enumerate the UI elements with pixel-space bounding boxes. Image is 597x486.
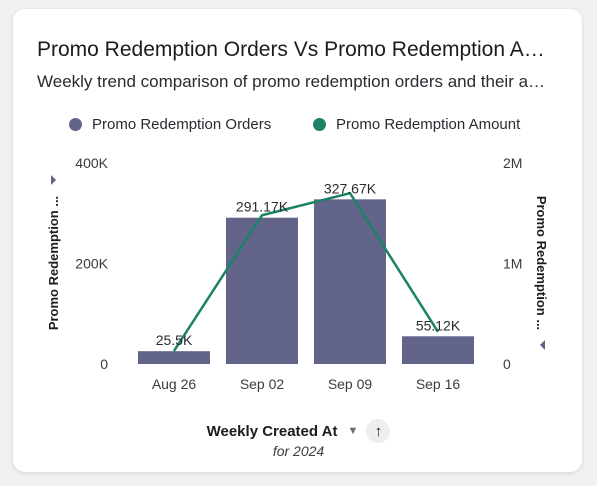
y2-axis-title: Promo Redemption ... [534,196,549,330]
bar [226,217,298,364]
y-tick-label: 200K [75,256,108,272]
arrow-up-icon[interactable]: ↑ [366,419,391,443]
bar [402,336,474,364]
x-tick-label: Sep 16 [416,376,461,392]
data-label: 291.17K [236,199,289,215]
x-tick-label: Aug 26 [152,376,197,392]
x-axis-title[interactable]: Weekly Created At ▼ ↑ [0,419,597,443]
y-tick-label: 400K [75,155,108,171]
legend-label-amount: Promo Redemption Amount [336,116,521,133]
y2-tick-label: 0 [503,356,511,372]
legend-item-amount[interactable]: Promo Redemption Amount [313,116,520,133]
caret-down-icon[interactable]: ▼ [347,425,359,437]
x-axis-title-label: Weekly Created At [206,422,338,440]
y2-tick-label: 2M [503,155,522,171]
x-tick-label: Sep 09 [328,376,373,392]
legend-label-orders: Promo Redemption Orders [92,116,272,133]
x-axis-subtitle: for 2024 [272,443,325,459]
right-axis-expand-icon[interactable] [540,340,545,350]
data-label: 327.67K [324,180,377,196]
legend-item-orders[interactable]: Promo Redemption Orders [69,116,271,133]
left-axis-expand-icon[interactable] [51,175,56,185]
bar [138,351,210,364]
y-axis-title: Promo Redemption ... [46,196,61,330]
data-label: 55.12K [416,317,461,333]
y-tick-label: 0 [100,356,108,372]
series-line [172,191,440,352]
bar [314,199,386,364]
legend-marker-amount [313,118,326,131]
x-tick-label: Sep 02 [240,376,285,392]
y2-tick-label: 1M [503,256,522,272]
legend-marker-orders [69,118,82,131]
data-label: 25.5K [156,332,193,348]
